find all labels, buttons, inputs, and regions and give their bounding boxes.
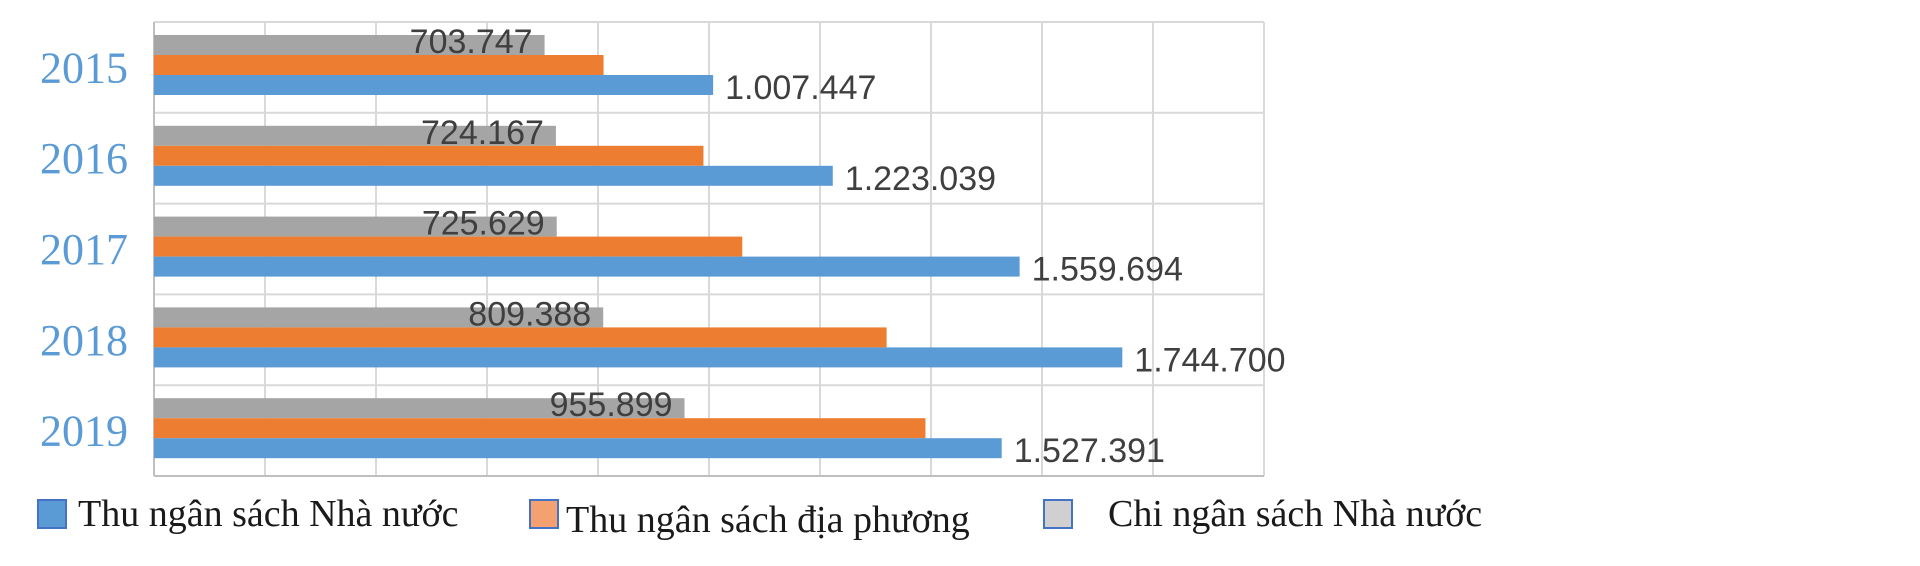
- data-label-2018-series-2: 809.388: [468, 295, 591, 333]
- y-tick-label-2019: 2019: [40, 407, 128, 456]
- data-label-2015-series-2: 703.747: [410, 23, 533, 61]
- bar-2019-series-2: [154, 398, 685, 419]
- legend-label-2: Chi ngân sách Nhà nước: [1108, 493, 1482, 535]
- bar-2015-series-2: [154, 35, 545, 55]
- chart-bars: [154, 35, 1123, 459]
- bar-2016-series-1: [154, 145, 704, 166]
- bar-2017-series-2: [154, 216, 557, 237]
- bar-2016-series-0: [154, 165, 833, 186]
- data-label-2015-series-0: 1.007.447: [725, 69, 876, 107]
- legend-item-1: Thu ngân sách địa phương: [529, 499, 970, 541]
- data-label-2016-series-2: 724.167: [421, 114, 544, 152]
- bar-2017-series-0: [154, 256, 1020, 277]
- bar-2018-series-0: [154, 347, 1123, 368]
- data-label-2018-series-0: 1.744.700: [1134, 341, 1285, 379]
- legend-label-1: Thu ngân sách địa phương: [566, 499, 970, 541]
- bar-2015-series-0: [154, 75, 714, 95]
- data-label-2016-series-0: 1.223.039: [845, 160, 996, 198]
- data-label-2017-series-0: 1.559.694: [1032, 251, 1183, 289]
- bar-2017-series-1: [154, 236, 743, 257]
- legend-swatch-0: [37, 499, 67, 529]
- bar-2016-series-2: [154, 125, 556, 146]
- y-tick-label-2016: 2016: [40, 134, 128, 183]
- legend-item-2: Chi ngân sách Nhà nước: [1043, 493, 1482, 535]
- legend-item-0: Thu ngân sách Nhà nước: [37, 493, 458, 535]
- bar-2018-series-2: [154, 307, 604, 328]
- chart-data-labels: 703.747 1.007.447 724.167 1.223.039 725.629 1…: [410, 23, 1286, 470]
- y-tick-label-2018: 2018: [40, 316, 128, 365]
- bar-2019-series-1: [154, 418, 926, 439]
- data-label-2019-series-2: 955.899: [550, 386, 673, 424]
- legend-swatch-1: [529, 499, 559, 529]
- legend-label-0: Thu ngân sách Nhà nước: [78, 493, 458, 535]
- chart-y-ticks: 2015 2016 2017 2018 2019: [40, 43, 128, 455]
- legend-swatch-2: [1043, 499, 1073, 529]
- bar-2018-series-1: [154, 327, 887, 348]
- bar-2019-series-0: [154, 438, 1002, 459]
- data-label-2017-series-2: 725.629: [422, 205, 545, 243]
- data-label-2019-series-0: 1.527.391: [1014, 432, 1165, 470]
- chart-legend: Thu ngân sách Nhà nước Thu ngân sách địa …: [37, 493, 1482, 541]
- y-tick-label-2017: 2017: [40, 225, 128, 274]
- bar-2015-series-1: [154, 55, 604, 75]
- y-tick-label-2015: 2015: [40, 43, 128, 92]
